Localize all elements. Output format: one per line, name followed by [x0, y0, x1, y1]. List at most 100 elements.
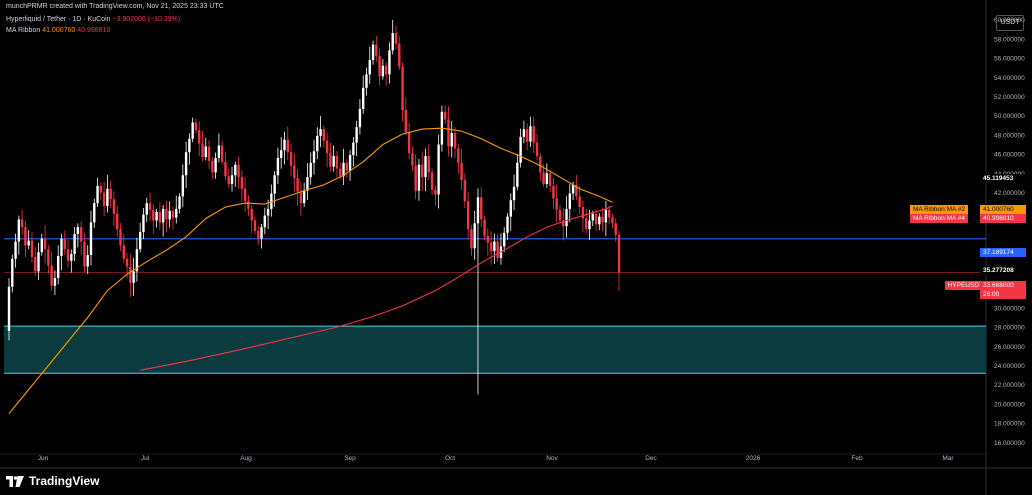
symbol-line[interactable]: Hyperliquid / Tether · 1D · KuCoin −3.90…: [6, 16, 180, 23]
candle: [519, 128, 522, 168]
candle-body: [155, 211, 158, 221]
candle: [309, 152, 312, 185]
candle-body: [391, 33, 394, 51]
candle-body: [555, 198, 558, 210]
candle: [489, 230, 493, 265]
candle-body: [358, 108, 362, 128]
candle: [506, 213, 509, 240]
candle-body: [165, 208, 168, 220]
y-tick-label: 50.000000: [994, 113, 1025, 120]
candle: [371, 40, 375, 65]
candle-body: [79, 227, 83, 242]
candle: [11, 254, 14, 293]
candle-body: [306, 177, 309, 191]
candle-body: [417, 164, 421, 191]
candle: [407, 122, 411, 160]
currency-button[interactable]: USDT: [996, 15, 1024, 31]
candle-body: [280, 150, 283, 158]
candle: [427, 143, 430, 181]
candle-body: [598, 216, 601, 225]
candle: [70, 249, 73, 273]
candle: [63, 230, 66, 255]
candle-body: [525, 129, 529, 142]
candle-body: [40, 238, 43, 253]
candle-body: [384, 65, 388, 75]
tradingview-logo-icon: [6, 475, 24, 487]
ma2-value-tag: 41.000760: [980, 205, 1026, 214]
candle: [204, 137, 207, 161]
candle: [562, 207, 565, 241]
candle: [493, 233, 496, 265]
candle: [53, 270, 57, 295]
candle: [243, 177, 247, 212]
candle: [384, 62, 388, 86]
candle: [86, 245, 89, 275]
x-tick-label: Mar: [942, 455, 954, 462]
candle: [512, 174, 516, 211]
candle-body: [66, 249, 70, 261]
candle-body: [614, 223, 617, 235]
candle-body: [378, 56, 381, 77]
candle-body: [381, 65, 385, 77]
candle: [286, 126, 289, 160]
candle: [548, 169, 552, 193]
candle-body: [466, 201, 470, 230]
candle-body: [562, 220, 565, 227]
candle-body: [352, 142, 355, 156]
candle: [398, 36, 401, 70]
y-tick-label: 26.000000: [994, 344, 1025, 351]
candle: [102, 181, 106, 217]
candle-body: [516, 162, 519, 187]
candle: [443, 105, 447, 125]
hl-label-1: 45.119453: [980, 174, 1026, 183]
hl-label-2: 35.277208: [980, 266, 1026, 275]
candle-body: [253, 220, 257, 231]
candle: [391, 19, 394, 55]
candle: [122, 233, 125, 264]
x-tick-label: Jul: [141, 455, 150, 462]
candle: [184, 141, 188, 189]
x-tick-label: Nov: [546, 455, 558, 462]
candle-body: [76, 227, 80, 234]
candle-body: [398, 43, 401, 67]
candle-body: [532, 126, 535, 143]
candle-body: [83, 241, 86, 267]
candle-body: [421, 164, 424, 178]
candle-body: [20, 219, 24, 228]
x-tick-label: 2026: [746, 455, 761, 462]
candle: [342, 148, 345, 186]
candle: [175, 195, 178, 224]
candle-body: [519, 136, 522, 163]
candle-body: [601, 216, 604, 223]
candle-body: [198, 130, 201, 144]
candle-body: [129, 266, 132, 283]
tradingview-logo[interactable]: TradingView: [6, 474, 99, 488]
ma-ribbon-short-line: [8, 127, 613, 414]
candle-body: [30, 240, 34, 257]
candle: [578, 186, 581, 215]
candle: [594, 209, 598, 231]
candle-body: [339, 168, 342, 177]
candle: [430, 168, 434, 195]
candle-body: [309, 162, 312, 178]
candle: [486, 228, 490, 257]
candle: [614, 218, 617, 242]
indicator-line[interactable]: MA Ribbon 41.000760 40.998810: [6, 27, 110, 34]
y-tick-label: 30.000000: [994, 305, 1025, 312]
y-tick-label: 28.000000: [994, 325, 1025, 332]
candle-body: [322, 129, 326, 141]
candle-body: [191, 122, 194, 139]
candle: [66, 240, 70, 268]
candle-body: [558, 209, 562, 221]
x-tick-label: Sep: [344, 455, 356, 462]
candle: [509, 193, 512, 231]
candle-body: [207, 146, 211, 161]
candle-body: [443, 111, 447, 120]
candle-body: [296, 178, 299, 192]
candle-body: [460, 162, 463, 181]
candle-body: [457, 148, 460, 163]
candle: [283, 131, 286, 165]
candle-body: [607, 209, 611, 218]
candle: [99, 182, 103, 201]
